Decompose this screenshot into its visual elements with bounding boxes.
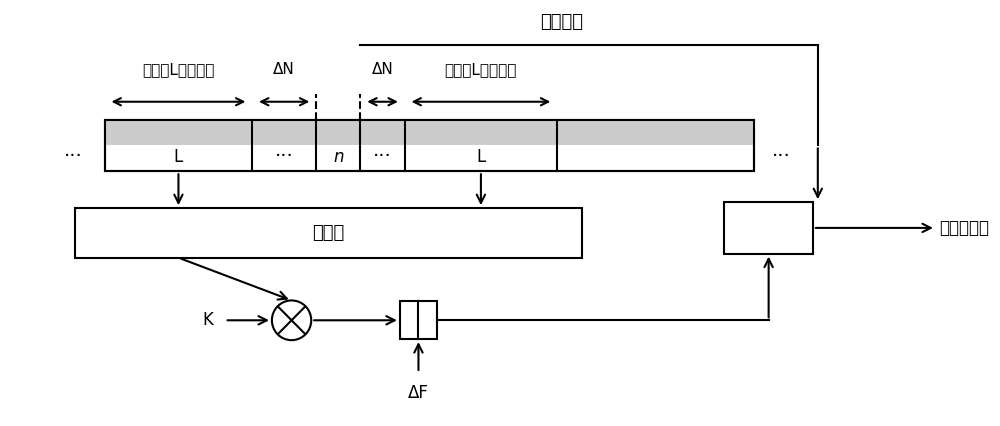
Text: n: n <box>333 148 344 166</box>
Text: ···: ··· <box>772 147 791 166</box>
Text: ΔN: ΔN <box>372 63 393 78</box>
Text: 长度为L的数据段: 长度为L的数据段 <box>142 63 215 78</box>
Text: ···: ··· <box>64 147 83 166</box>
Text: 检测: 检测 <box>758 219 779 237</box>
Text: 求均值: 求均值 <box>312 224 345 242</box>
Text: 被测单元: 被测单元 <box>541 13 584 31</box>
Bar <box>724 202 813 254</box>
Text: ···: ··· <box>373 147 392 166</box>
Bar <box>75 208 582 258</box>
Circle shape <box>272 300 311 340</box>
Text: L: L <box>174 148 183 166</box>
Text: 过门限标志: 过门限标志 <box>939 219 989 237</box>
Text: ΔN: ΔN <box>273 63 295 78</box>
Text: L: L <box>476 148 486 166</box>
Bar <box>400 302 437 339</box>
Bar <box>105 120 754 171</box>
Bar <box>105 120 754 145</box>
Text: ΔF: ΔF <box>408 384 429 402</box>
Text: ···: ··· <box>275 147 294 166</box>
Text: K: K <box>203 311 213 329</box>
Text: 长度为L的数据段: 长度为L的数据段 <box>445 63 517 78</box>
Bar <box>105 120 754 171</box>
